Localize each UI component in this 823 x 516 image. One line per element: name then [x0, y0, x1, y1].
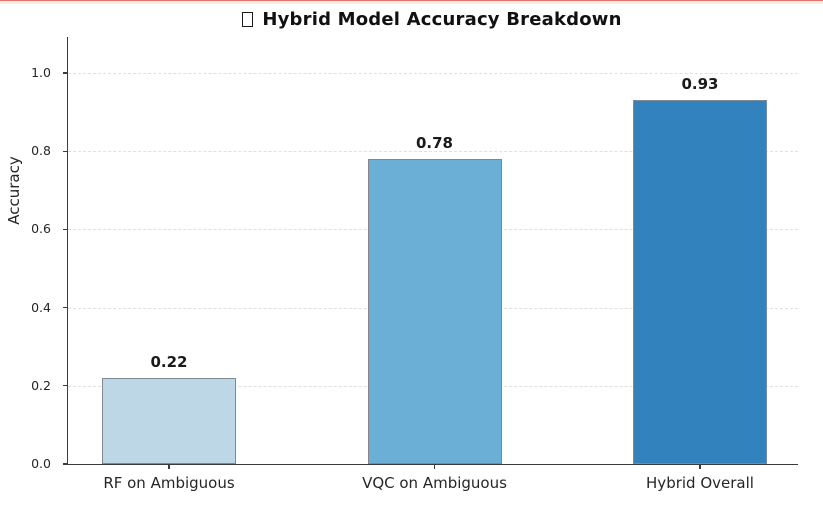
y-axis-label: Accuracy: [5, 156, 23, 225]
bar: [367, 159, 502, 464]
y-tick-label: 0.4: [31, 299, 51, 315]
bar-value-label: 0.78: [415, 134, 453, 153]
bar: [633, 100, 767, 464]
x-tick-mark: [433, 464, 436, 469]
chart-title: Hybrid Model Accuracy Breakdown: [67, 9, 797, 30]
top-accent-stripe: [0, 0, 823, 4]
y-tick-label: 0.8: [31, 143, 51, 159]
bar-value-label: 0.93: [681, 75, 719, 94]
y-tick-mark: [62, 150, 68, 152]
y-tick-label: 1.0: [31, 65, 51, 80]
y-tick-label: 0.0: [31, 456, 51, 471]
missing-emoji-glyph-icon: [242, 12, 254, 27]
y-tick-mark: [62, 306, 68, 309]
bar: [102, 377, 236, 464]
y-tick-mark: [62, 463, 68, 465]
x-tick-mark: [699, 464, 701, 469]
bar-value-label: 0.22: [150, 352, 188, 371]
gridline: [68, 73, 798, 74]
y-tick-mark: [62, 385, 68, 387]
plot-area: 0.0 0.2 0.4 0.6 0.8 1.0 0.22 RF on Ambiguous 0.7…: [31, 37, 798, 492]
gridline: [68, 151, 798, 153]
y-tick-mark: [62, 228, 68, 231]
x-tick-label: VQC on Ambiguous: [362, 474, 507, 492]
y-tick-label: 0.6: [31, 221, 51, 237]
x-tick-label: RF on Ambiguous: [103, 474, 235, 492]
y-tick-label: 0.2: [31, 377, 51, 393]
y-tick-mark: [62, 72, 68, 74]
x-tick-label: Hybrid Overall: [646, 474, 754, 492]
chart-title-text: Hybrid Model Accuracy Breakdown: [262, 9, 622, 30]
x-tick-mark: [168, 464, 170, 469]
